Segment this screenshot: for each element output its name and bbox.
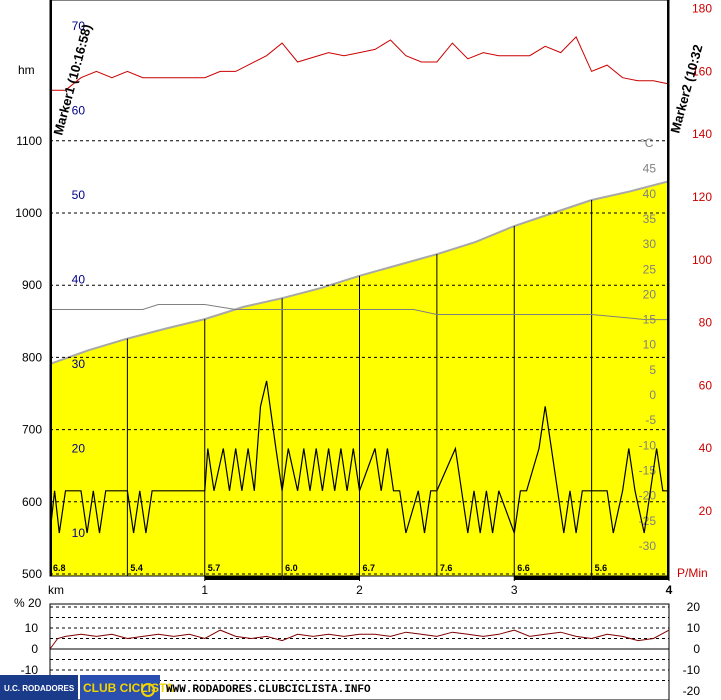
grade-left-tick: -10 bbox=[21, 663, 39, 677]
cadence-unit-label: P/Min bbox=[677, 566, 708, 580]
temp-tick-label: 40 bbox=[643, 187, 657, 201]
grade-right-tick: -20 bbox=[683, 684, 701, 698]
lap-segment-bar bbox=[514, 576, 592, 580]
temp-tick-label: 10 bbox=[643, 338, 657, 352]
grade-right-tick: 0 bbox=[693, 642, 700, 656]
footer-url: WWW.RODADORES.CLUBCICLISTA.INFO bbox=[166, 684, 371, 696]
altitude-line bbox=[49, 180, 670, 365]
blue-tick-label: 70 bbox=[72, 19, 86, 33]
segment-grade-label: 6.0 bbox=[285, 563, 298, 573]
hr-tick-label: 20 bbox=[699, 504, 713, 518]
alt-tick-label: 500 bbox=[22, 567, 42, 581]
segment-grade-label: 5.6 bbox=[595, 563, 608, 573]
alt-tick-label: 800 bbox=[22, 350, 42, 364]
hr-tick-label: 40 bbox=[699, 441, 713, 455]
lap-segment-bar bbox=[204, 576, 283, 580]
hr-tick-label: 60 bbox=[699, 378, 713, 392]
alt-tick-label: 700 bbox=[22, 423, 42, 437]
grade-right-tick: -10 bbox=[683, 663, 701, 677]
grade-left-tick: 0 bbox=[31, 642, 38, 656]
x-tick-label: 2 bbox=[356, 583, 363, 597]
grade-right-tick: 20 bbox=[687, 600, 701, 614]
blue-tick-label: 60 bbox=[72, 104, 86, 118]
cadence-line bbox=[49, 380, 669, 534]
blue-tick-label: 20 bbox=[72, 442, 86, 456]
temp-tick-label: 45 bbox=[643, 162, 657, 176]
x-tick-label: 4 bbox=[666, 583, 673, 597]
alt-tick-label: 1000 bbox=[15, 206, 42, 220]
grade-left-tick: 10 bbox=[25, 621, 39, 635]
hr-tick-label: 80 bbox=[699, 316, 713, 330]
temp-tick-label: 30 bbox=[643, 237, 657, 251]
hr-tick-label: 100 bbox=[692, 253, 712, 267]
temp-tick-label: -20 bbox=[639, 489, 657, 503]
temp-tick-label: 5 bbox=[649, 363, 656, 377]
marker2-label: Marker2 (10:32 bbox=[667, 43, 705, 135]
logo-club-label: U.C. RODADORES bbox=[4, 684, 75, 693]
blue-tick-label: 10 bbox=[72, 526, 86, 540]
logo-name-label: CLUB CICLISTA bbox=[83, 681, 174, 695]
hr-tick-label: 140 bbox=[692, 127, 712, 141]
footer-logo: U.C. RODADORES CLUB CICLISTA WWW.RODADOR… bbox=[0, 675, 371, 700]
temp-tick-label: -25 bbox=[639, 514, 657, 528]
alt-tick-label: 900 bbox=[22, 278, 42, 292]
hr-tick-label: 160 bbox=[692, 64, 712, 78]
x-tick-label: 3 bbox=[511, 583, 518, 597]
segment-grade-label: 5.4 bbox=[130, 563, 143, 573]
grade-right-tick: 10 bbox=[687, 621, 701, 635]
lap-segment-bar bbox=[591, 576, 669, 580]
blue-tick-label: 50 bbox=[72, 188, 86, 202]
temperature-line bbox=[50, 304, 669, 321]
segment-grade-label: 6.8 bbox=[53, 563, 66, 573]
grade-line bbox=[49, 629, 670, 650]
logo-box-left bbox=[0, 675, 78, 700]
hr-tick-label: 120 bbox=[692, 190, 712, 204]
x-tick-label: 1 bbox=[201, 583, 208, 597]
bike-icon bbox=[141, 683, 155, 697]
temp-tick-label: 0 bbox=[649, 388, 656, 402]
km-unit-label: km bbox=[48, 583, 64, 597]
heart-rate-line bbox=[50, 36, 670, 91]
pct-unit-label: % 20 bbox=[14, 596, 42, 610]
temp-tick-label: 20 bbox=[643, 287, 657, 301]
temp-unit-label: °C bbox=[640, 136, 654, 150]
alt-tick-label: 600 bbox=[22, 495, 42, 509]
blue-tick-label: 30 bbox=[72, 357, 86, 371]
hr-tick-label: 180 bbox=[692, 2, 712, 16]
temp-tick-label: -10 bbox=[639, 438, 657, 452]
temp-tick-label: 35 bbox=[643, 212, 657, 226]
temp-tick-label: -5 bbox=[645, 413, 656, 427]
segment-grade-label: 7.6 bbox=[440, 563, 453, 573]
temp-tick-label: -30 bbox=[639, 539, 657, 553]
alt-tick-label: 1100 bbox=[16, 134, 42, 148]
lap-segment-bar bbox=[282, 576, 360, 580]
segment-grade-label: 5.7 bbox=[208, 563, 221, 573]
temp-tick-label: 25 bbox=[643, 262, 657, 276]
temp-tick-label: -15 bbox=[639, 463, 657, 477]
alt-unit-label: hm bbox=[18, 63, 35, 77]
segment-grade-label: 6.6 bbox=[517, 563, 530, 573]
segment-grade-label: 6.7 bbox=[363, 563, 376, 573]
blue-tick-label: 40 bbox=[72, 273, 86, 287]
